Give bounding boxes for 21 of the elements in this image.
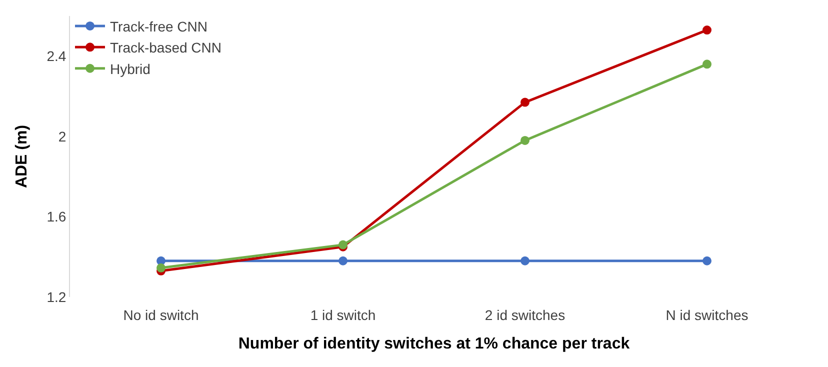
point bbox=[520, 256, 530, 266]
x-tick-label: N id switches bbox=[666, 307, 748, 323]
point bbox=[520, 136, 530, 145]
point bbox=[156, 263, 166, 272]
legend-label: Hybrid bbox=[110, 60, 150, 77]
x-tick-label: 1 id switch bbox=[310, 307, 376, 323]
y-tick-label: 1.2 bbox=[46, 288, 66, 305]
point bbox=[702, 60, 712, 69]
point bbox=[702, 26, 712, 35]
legend-label: Track-based CNN bbox=[110, 40, 222, 56]
x-tick-label: 2 id switches bbox=[484, 307, 566, 323]
point bbox=[702, 256, 712, 266]
x-tick-label: No id switch bbox=[123, 307, 199, 323]
y-tick-label: 1.6 bbox=[46, 208, 66, 225]
y-tick-label: 2 bbox=[58, 128, 66, 144]
point bbox=[520, 98, 530, 107]
x-axis-title: Number of identity switches at 1% chance per track bbox=[238, 336, 630, 353]
point bbox=[338, 256, 348, 266]
y-tick-label: 2.4 bbox=[46, 48, 66, 64]
y-axis-title: ADE (m) bbox=[14, 124, 31, 188]
legend-label: Track-free CNN bbox=[110, 18, 208, 34]
